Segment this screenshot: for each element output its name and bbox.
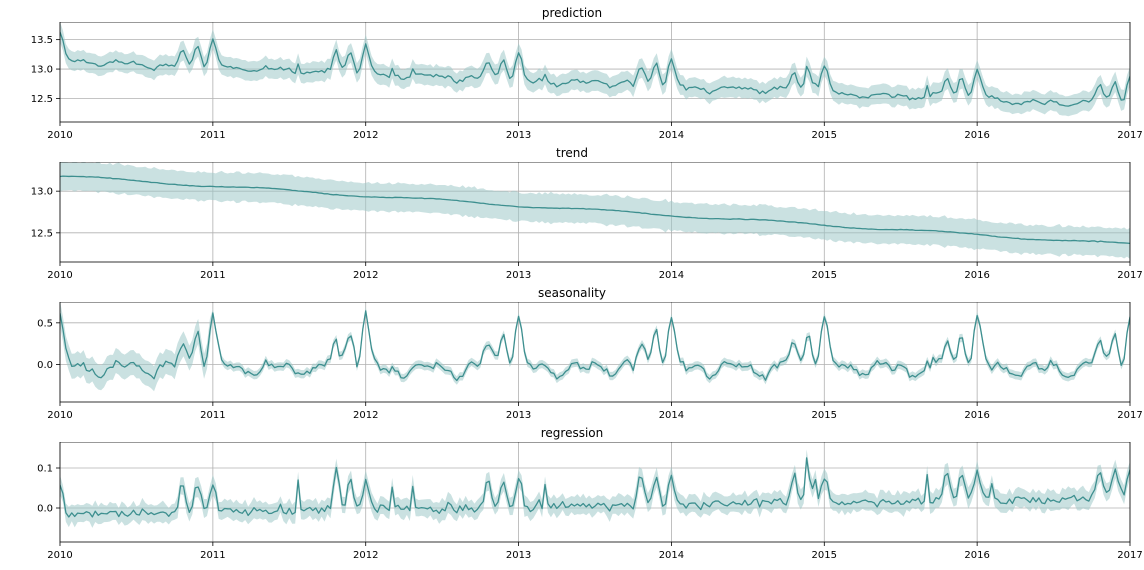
xtick-label: 2013 (506, 130, 531, 141)
panel-prediction: 2010 2011 2012 2013 2014 2015 2016 2017 12.5 13.0… (0, 22, 1144, 150)
xtick-label: 2010 (47, 550, 72, 561)
ytick-label: 0.0 (37, 360, 53, 371)
xtick-label: 2013 (506, 270, 531, 281)
xtick-label: 2013 (506, 550, 531, 561)
panel-regression: 2010 2011 2012 2013 2014 2015 2016 2017 0.0 0.1 (0, 442, 1144, 570)
xtick-label: 2013 (506, 410, 531, 421)
confidence-band (60, 162, 1130, 259)
xtick-label: 2012 (353, 410, 378, 421)
xtick-label: 2017 (1117, 410, 1142, 421)
ytick-label: 13.0 (31, 65, 53, 76)
xtick-label: 2014 (659, 550, 684, 561)
panel-seasonality: 2010 2011 2012 2013 2014 2015 2016 2017 0.0 0.5 (0, 302, 1144, 430)
ytick-label: 0.5 (37, 318, 53, 329)
xtick-label: 2011 (200, 550, 225, 561)
xtick-label: 2016 (964, 130, 989, 141)
xtick-label: 2010 (47, 410, 72, 421)
xtick-label: 2016 (964, 410, 989, 421)
xtick-label: 2017 (1117, 550, 1142, 561)
ytick-label: 12.5 (31, 228, 53, 239)
xtick-label: 2017 (1117, 130, 1142, 141)
xtick-label: 2015 (812, 410, 837, 421)
confidence-band (60, 302, 1130, 391)
ytick-label: 13.0 (31, 187, 53, 198)
xtick-label: 2010 (47, 130, 72, 141)
decomposition-figure: 2010 2011 2012 2013 2014 2015 2016 2017 12.5 13.0… (0, 0, 1144, 568)
xtick-label: 2014 (659, 130, 684, 141)
xtick-label: 2011 (200, 410, 225, 421)
xtick-label: 2016 (964, 550, 989, 561)
xtick-label: 2014 (659, 270, 684, 281)
xtick-label: 2015 (812, 270, 837, 281)
confidence-band (60, 449, 1130, 527)
xtick-label: 2012 (353, 550, 378, 561)
xtick-label: 2015 (812, 550, 837, 561)
panel-trend: 2010 2011 2012 2013 2014 2015 2016 2017 12.5 13.0 (0, 162, 1144, 290)
xtick-label: 2011 (200, 130, 225, 141)
xtick-label: 2017 (1117, 270, 1142, 281)
panel-title-regression: regression (0, 426, 1144, 440)
xtick-label: 2016 (964, 270, 989, 281)
xtick-label: 2012 (353, 130, 378, 141)
ytick-label: 0.0 (37, 504, 53, 515)
series-line (60, 311, 1130, 381)
ytick-label: 0.1 (37, 464, 53, 475)
ytick-label: 12.5 (31, 94, 53, 105)
ytick-label: 13.5 (31, 35, 53, 46)
xtick-label: 2015 (812, 130, 837, 141)
panel-title-prediction: prediction (0, 6, 1144, 20)
xtick-label: 2012 (353, 270, 378, 281)
xtick-label: 2010 (47, 270, 72, 281)
xtick-label: 2011 (200, 270, 225, 281)
xtick-label: 2014 (659, 410, 684, 421)
panel-title-seasonality: seasonality (0, 286, 1144, 300)
panel-title-trend: trend (0, 146, 1144, 160)
